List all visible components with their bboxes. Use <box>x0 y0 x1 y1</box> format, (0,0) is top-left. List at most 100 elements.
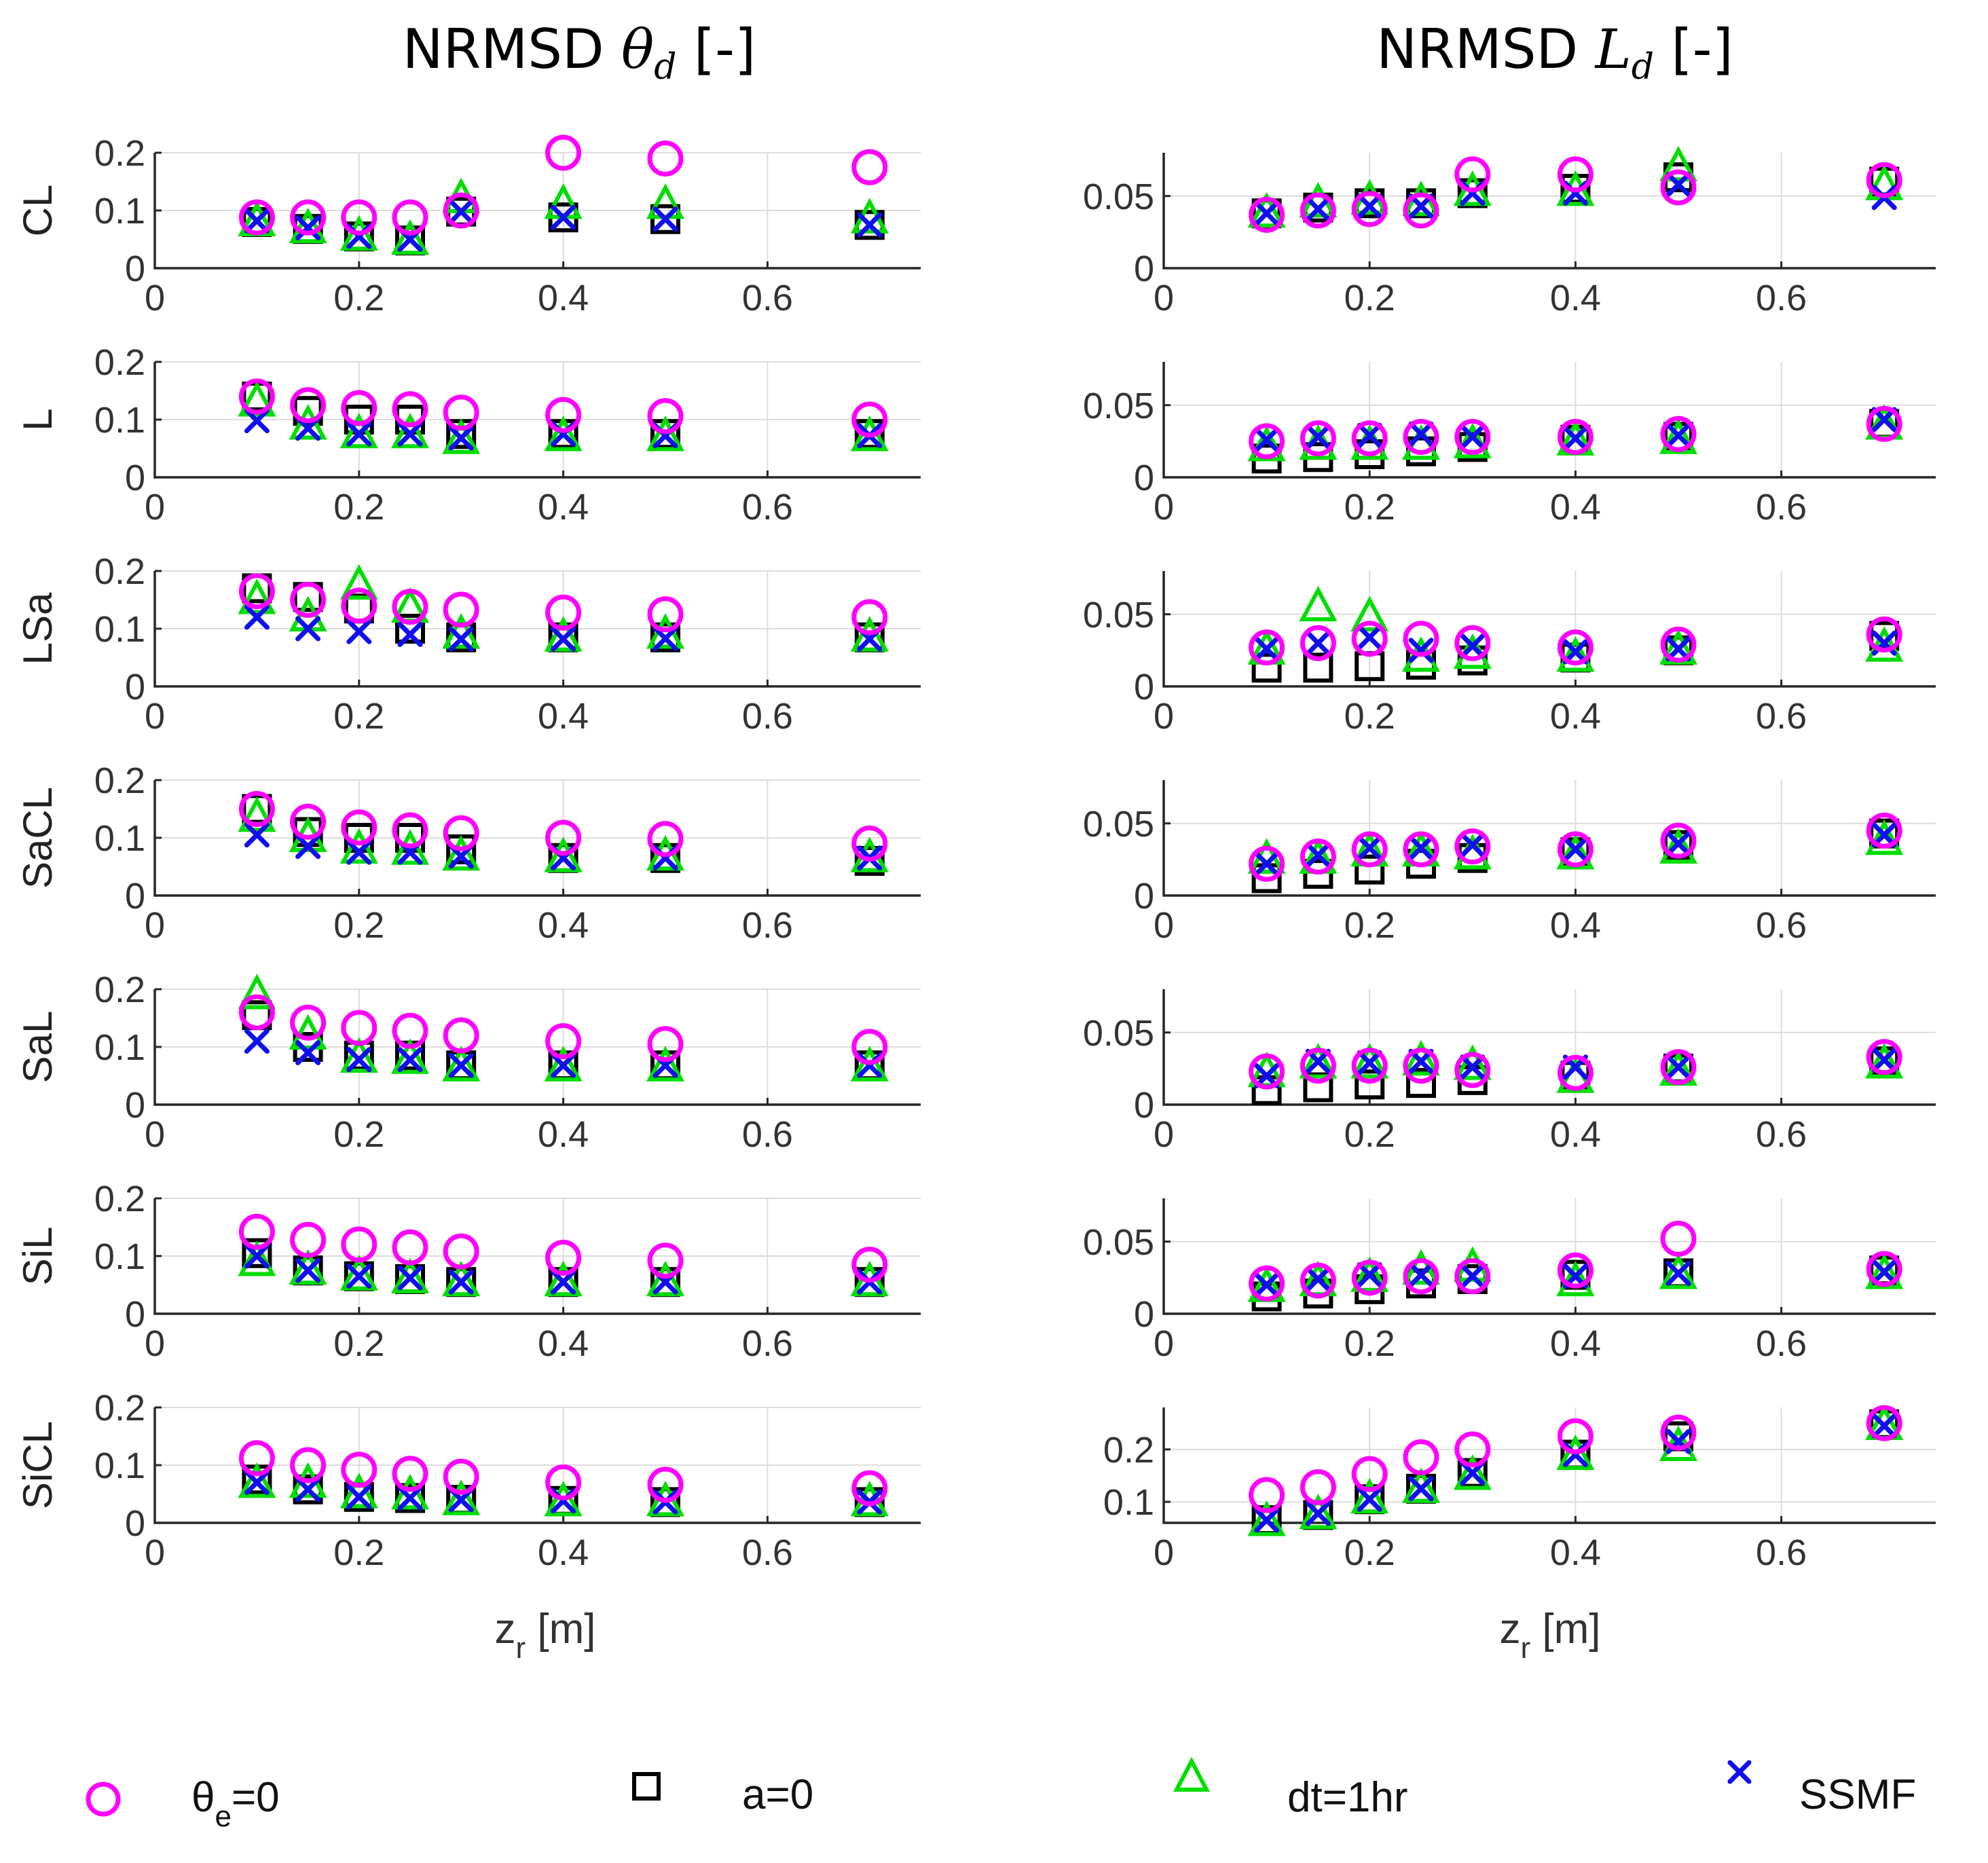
data-point-dt <box>442 1260 481 1297</box>
data-point-dt <box>1659 1253 1698 1289</box>
data-series <box>238 1240 889 1297</box>
data-point-theta-e <box>1351 1259 1388 1296</box>
legend-item-dt: dt=1hr <box>1173 1756 1408 1821</box>
data-point-ssmf <box>397 1265 423 1291</box>
data-point-dt <box>1453 1454 1492 1490</box>
x-tick-label: 0.4 <box>538 278 589 318</box>
x-tick-label: 0.4 <box>1550 1532 1601 1573</box>
x-tick-label: 0.6 <box>1756 278 1807 318</box>
data-point-theta-e <box>545 134 582 171</box>
data-point-theta-e <box>1300 1262 1336 1299</box>
data-point-dt <box>646 416 685 451</box>
x-tick-label: 0 <box>145 1114 165 1155</box>
data-point-theta-e <box>1557 831 1594 868</box>
data-point-ssmf <box>1460 633 1486 659</box>
chart-panel: 0 0.2 0.4 0.6 0 0.05 <box>1083 362 1936 528</box>
chart-panel: 0 0.2 0.4 0.6 0 0.05 <box>1083 1198 1936 1364</box>
data-point-ssmf <box>295 215 321 240</box>
data-series <box>244 604 883 652</box>
x-tick-label: 0 <box>1154 487 1174 528</box>
data-point-theta-e <box>1300 1048 1336 1084</box>
data-point-ssmf <box>397 622 423 647</box>
data-point-theta-e <box>1866 162 1902 198</box>
x-tick-label: 0.4 <box>538 487 589 528</box>
data-point-theta-e <box>1300 625 1336 661</box>
data-point-theta-e <box>341 1452 378 1488</box>
data-point-dt <box>339 1255 378 1291</box>
data-point-ssmf <box>244 208 270 234</box>
data-point-dt <box>1865 626 1904 662</box>
data-point-ssmf <box>1357 422 1382 448</box>
data-point-dt <box>1865 1043 1904 1079</box>
y-tick-label: 0 <box>125 458 145 498</box>
data-point-theta-e <box>392 812 428 849</box>
data-point-ssmf <box>1408 1262 1434 1288</box>
data-point-ssmf <box>295 1477 321 1502</box>
x-tick-label: 0.6 <box>742 1114 793 1155</box>
data-point-dt <box>390 829 430 865</box>
data-point-dt <box>442 1046 481 1082</box>
data-point-theta-e <box>1660 822 1697 859</box>
data-point-dt <box>339 564 378 600</box>
data-series <box>244 1470 883 1515</box>
x-tick-label: 0.6 <box>1756 905 1807 946</box>
data-point-ssmf <box>244 604 270 630</box>
data-series <box>1254 822 1897 877</box>
y-tick-label: 0.2 <box>94 1388 145 1428</box>
data-point-ssmf <box>346 1263 372 1289</box>
data-point-a0 <box>1355 1069 1385 1100</box>
y-tick-label: 0.2 <box>94 551 145 592</box>
data-point-dt <box>1350 1256 1389 1292</box>
data-point-theta-e <box>1866 1405 1902 1441</box>
y-tick-label: 0.2 <box>94 1179 145 1219</box>
y-tick-label: 0.1 <box>94 1445 145 1486</box>
data-point-a0 <box>1457 178 1488 208</box>
data-point-theta-e <box>647 821 684 857</box>
data-point-dt <box>1453 1044 1492 1080</box>
data-point-theta-e <box>238 573 275 610</box>
data-point-theta-e <box>341 809 378 846</box>
data-point-theta-e <box>392 589 428 625</box>
data-series <box>1249 812 1902 882</box>
x-tick-label: 0.4 <box>538 905 589 946</box>
chart-panel: 0 0.2 0.4 0.6 0.1 0.2 <box>1103 1404 1936 1573</box>
data-point-theta-e <box>1454 156 1491 193</box>
data-point-ssmf <box>346 1484 372 1510</box>
y-tick-label: 0.2 <box>94 970 145 1010</box>
x-tick-label: 0.2 <box>1344 278 1395 318</box>
data-point-a0 <box>1251 652 1282 683</box>
x-tick-label: 0.2 <box>1344 1323 1395 1364</box>
data-point-theta-e <box>1403 1439 1439 1475</box>
data-point-theta-e <box>1866 1251 1902 1287</box>
data-point-theta-e <box>545 1023 582 1059</box>
data-point-theta-e <box>545 819 582 856</box>
data-series <box>238 791 888 862</box>
data-point-ssmf <box>1305 196 1331 222</box>
data-point-ssmf <box>244 1243 270 1269</box>
data-point-theta-e <box>545 396 582 433</box>
data-point-ssmf <box>295 616 321 642</box>
data-point-a0 <box>242 1238 272 1268</box>
legend-label-a0: a=0 <box>742 1771 813 1818</box>
data-point-ssmf <box>1357 193 1382 219</box>
y-tick-label: 0.2 <box>94 342 145 383</box>
data-point-a0 <box>650 204 680 234</box>
data-point-dt <box>289 1014 327 1050</box>
data-point-theta-e <box>1300 838 1336 875</box>
y-tick-label: 0.05 <box>1083 1222 1154 1263</box>
data-point-dt <box>1247 1500 1286 1536</box>
data-point-ssmf <box>1460 1263 1486 1289</box>
data-series <box>238 974 889 1082</box>
data-point-theta-e <box>1557 1054 1594 1091</box>
column-titles: NRMSD θd [-] NRMSD Ld [-] <box>403 18 1733 88</box>
data-point-theta-e <box>1249 1265 1285 1302</box>
data-point-theta-e <box>851 401 888 438</box>
data-point-dt <box>339 412 378 449</box>
data-point-theta-e <box>1351 831 1388 868</box>
data-point-theta-e <box>392 1229 428 1266</box>
data-point-a0 <box>1303 859 1333 889</box>
data-point-ssmf <box>1305 1266 1331 1292</box>
data-point-dt <box>238 1240 276 1276</box>
data-point-theta-e <box>238 1440 275 1477</box>
data-point-a0 <box>650 843 680 873</box>
